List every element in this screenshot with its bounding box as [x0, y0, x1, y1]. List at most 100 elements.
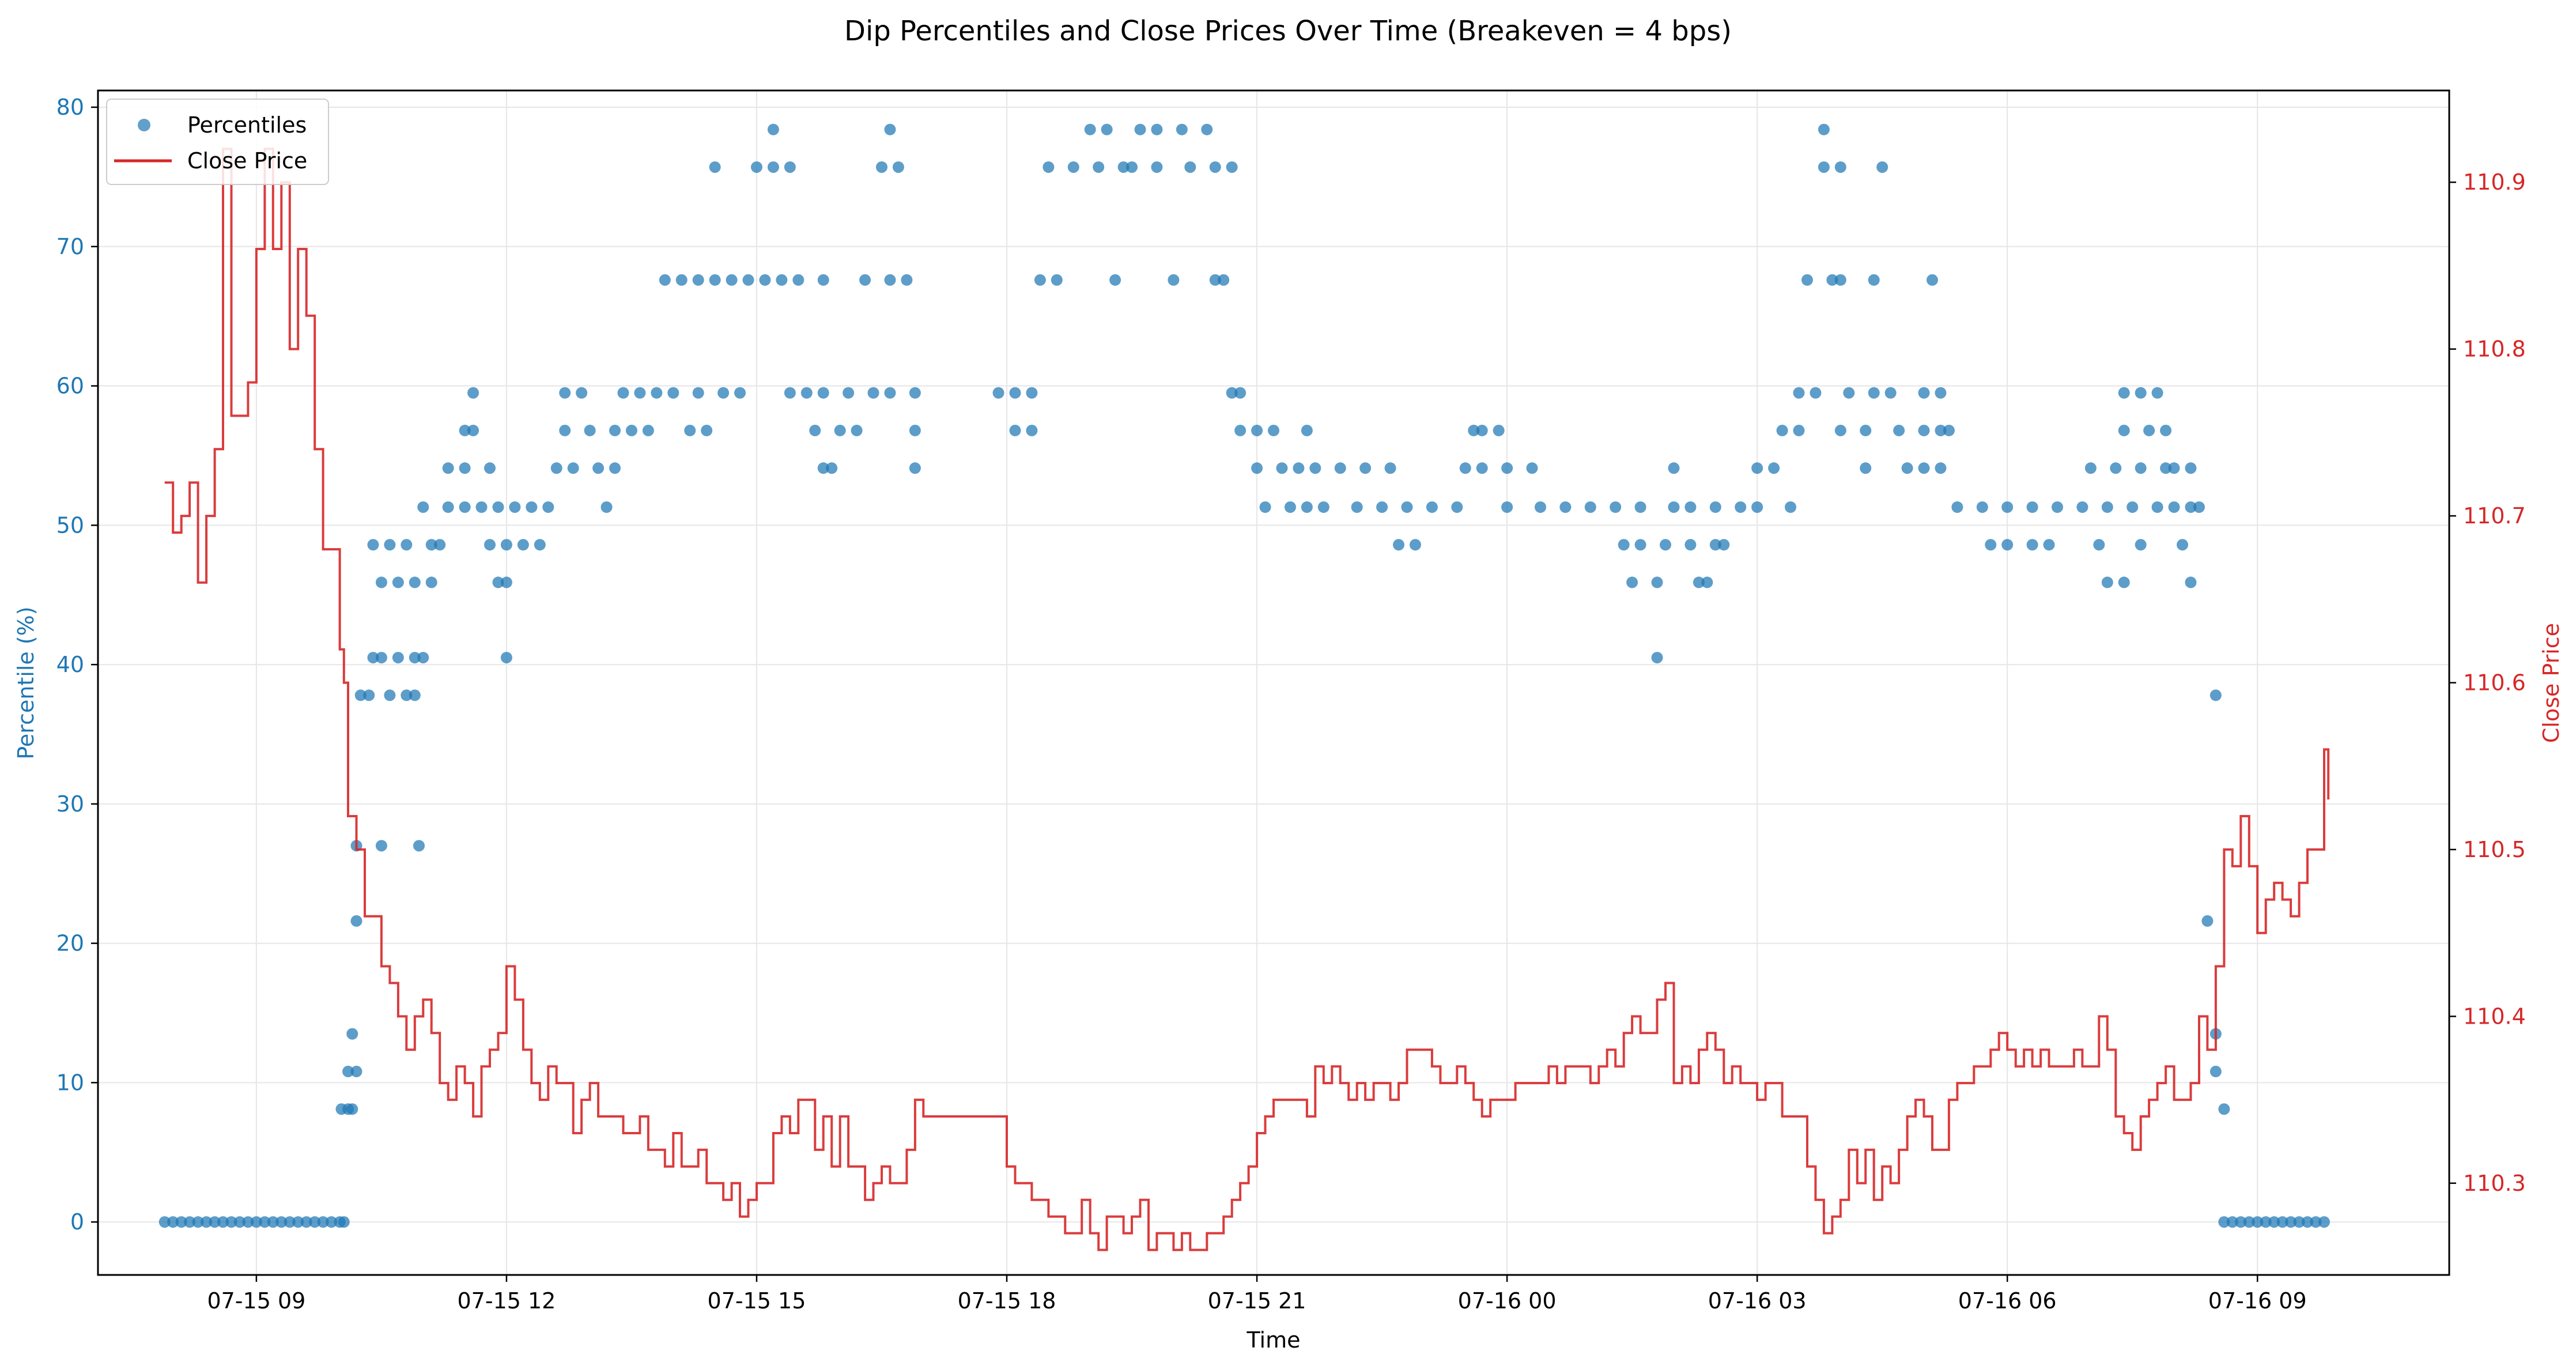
- percentile-point: [2293, 1216, 2305, 1228]
- percentile-point: [550, 462, 562, 474]
- right-tick-label: 110.8: [2463, 337, 2526, 362]
- legend-box: [106, 99, 329, 185]
- percentile-point: [425, 576, 437, 588]
- percentile-point: [1476, 424, 1488, 436]
- percentile-point: [484, 539, 496, 551]
- percentile-point: [2201, 915, 2214, 927]
- percentile-point: [1093, 161, 1105, 173]
- right-tick-label: 110.9: [2463, 169, 2526, 195]
- percentile-point: [559, 424, 571, 436]
- percentile-point: [1276, 462, 1288, 474]
- percentile-point: [2135, 539, 2147, 551]
- percentile-point: [2101, 576, 2113, 588]
- percentile-point: [375, 576, 387, 588]
- percentile-point: [1668, 501, 1680, 513]
- percentile-point: [734, 387, 746, 399]
- percentile-point: [1451, 501, 1463, 513]
- percentile-point: [1401, 501, 1413, 513]
- percentile-point: [392, 576, 404, 588]
- percentile-point: [326, 1216, 338, 1228]
- percentile-point: [1176, 123, 1188, 135]
- percentile-point: [158, 1216, 171, 1228]
- percentile-point: [2235, 1216, 2247, 1228]
- percentile-point: [2285, 1216, 2297, 1228]
- percentile-point: [617, 387, 629, 399]
- right-axis-ticks: 110.3 110.4 110.5 110.6 110.7 110.8 110.9: [2449, 169, 2526, 1196]
- percentile-point: [534, 539, 546, 551]
- percentile-point: [784, 387, 796, 399]
- percentile-point: [1351, 501, 1363, 513]
- percentile-point: [1793, 387, 1805, 399]
- percentile-point: [1776, 424, 1788, 436]
- percentile-point: [300, 1216, 312, 1228]
- percentile-point: [809, 424, 821, 436]
- percentile-point: [1309, 462, 1321, 474]
- percentile-point: [1459, 462, 1471, 474]
- percentile-point: [509, 501, 521, 513]
- percentile-point: [459, 462, 471, 474]
- percentile-point: [2276, 1216, 2288, 1228]
- percentile-point: [1868, 274, 1880, 286]
- percentile-point: [1151, 161, 1163, 173]
- percentile-point: [1426, 501, 1438, 513]
- percentile-point: [1918, 462, 1930, 474]
- percentile-point: [1976, 501, 1988, 513]
- x-tick-label: 07-16 03: [1708, 1288, 1807, 1314]
- percentile-point: [1801, 274, 1813, 286]
- percentile-point: [892, 161, 904, 173]
- percentile-point: [184, 1216, 196, 1228]
- percentile-point: [2302, 1216, 2314, 1228]
- percentile-point: [350, 1066, 362, 1078]
- percentile-point: [1818, 123, 1830, 135]
- percentile-point: [346, 1028, 358, 1040]
- percentile-point: [350, 915, 362, 927]
- percentile-point: [692, 387, 704, 399]
- right-tick-label: 110.3: [2463, 1171, 2526, 1196]
- percentile-point: [667, 387, 679, 399]
- percentile-point: [1876, 161, 1888, 173]
- percentile-point: [1501, 501, 1513, 513]
- left-tick-label: 20: [56, 931, 84, 956]
- percentile-point: [442, 501, 454, 513]
- percentile-point: [1834, 424, 1846, 436]
- percentile-point: [2260, 1216, 2272, 1228]
- percentile-point: [2026, 501, 2038, 513]
- percentile-point: [1226, 387, 1238, 399]
- percentile-point: [901, 274, 913, 286]
- percentile-point: [659, 274, 671, 286]
- percentile-point: [701, 424, 713, 436]
- percentile-point: [1209, 274, 1221, 286]
- percentile-point: [1834, 161, 1846, 173]
- percentile-point: [767, 123, 779, 135]
- percentile-point: [1751, 501, 1763, 513]
- percentile-point: [484, 462, 496, 474]
- percentile-point: [1651, 651, 1663, 663]
- percentile-point: [2168, 501, 2180, 513]
- percentile-point: [2185, 576, 2197, 588]
- percentile-point: [192, 1216, 204, 1228]
- percentile-point: [225, 1216, 237, 1228]
- percentile-point: [475, 501, 488, 513]
- percentile-point: [175, 1216, 187, 1228]
- percentile-point: [600, 501, 613, 513]
- percentile-point: [1985, 539, 1997, 551]
- percentile-point: [1284, 501, 1296, 513]
- percentile-point: [1718, 539, 1730, 551]
- percentile-point: [1268, 424, 1279, 436]
- percentile-point: [692, 274, 704, 286]
- x-tick-label: 07-15 12: [458, 1288, 556, 1314]
- percentile-point: [800, 387, 813, 399]
- percentile-point: [1151, 123, 1163, 135]
- percentile-point: [2093, 539, 2105, 551]
- percentile-point: [1860, 462, 1872, 474]
- percentile-point: [726, 274, 738, 286]
- percentile-point: [2135, 462, 2147, 474]
- percentile-point: [467, 387, 479, 399]
- percentile-point: [267, 1216, 279, 1228]
- right-tick-label: 110.4: [2463, 1003, 2526, 1029]
- percentile-point: [1051, 274, 1063, 286]
- left-tick-label: 70: [56, 234, 84, 259]
- left-tick-label: 50: [56, 512, 84, 538]
- percentile-point: [1634, 501, 1646, 513]
